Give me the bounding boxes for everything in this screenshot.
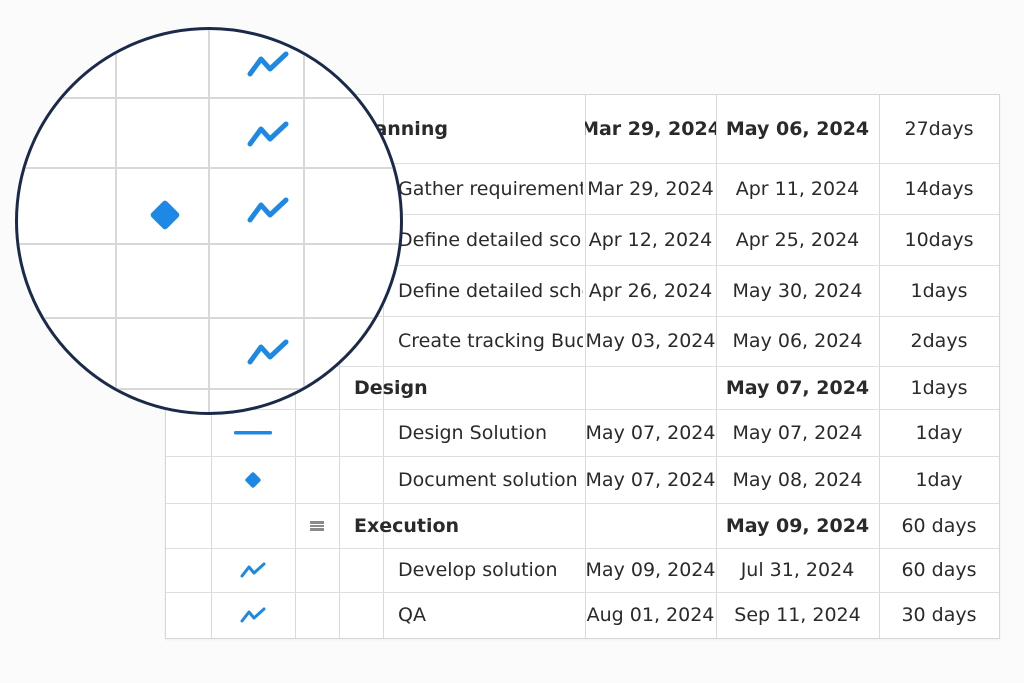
task-row[interactable]: Design Solution May 07, 2024 May 07, 2024 1… xyxy=(166,409,999,456)
row-divider xyxy=(166,214,999,215)
task-row[interactable]: Document solution May 07, 2024 May 08, 202… xyxy=(166,456,999,503)
zigzag-icon xyxy=(246,120,290,152)
start-date[interactable] xyxy=(585,366,716,409)
task-name[interactable]: Execution xyxy=(354,514,460,537)
task-name[interactable]: Create tracking Budget xyxy=(398,330,583,352)
duration[interactable]: 2days xyxy=(910,330,968,352)
start-date[interactable]: May 09, 2024 xyxy=(585,559,716,581)
row-divider xyxy=(166,163,999,164)
start-date[interactable]: May 07, 2024 xyxy=(585,468,716,491)
task-row[interactable]: Develop solution May 09, 2024 Jul 31, 2024… xyxy=(166,548,999,592)
finish-date[interactable]: May 07, 2024 xyxy=(732,421,863,444)
row-divider xyxy=(166,503,999,504)
start-date[interactable]: Apr 12, 2024 xyxy=(588,228,713,251)
lens-grid-line xyxy=(115,30,117,412)
zigzag-icon xyxy=(211,548,295,592)
task-row[interactable]: QA Aug 01, 2024 Sep 11, 2024 30 days xyxy=(166,592,999,638)
row-divider xyxy=(166,456,999,457)
finish-date[interactable]: Jul 31, 2024 xyxy=(740,559,855,581)
task-row[interactable]: Define detailed scopeApr 12, 2024 Apr 25,… xyxy=(166,214,999,265)
start-date[interactable] xyxy=(585,503,716,548)
duration[interactable]: 10days xyxy=(904,228,974,251)
zigzag-icon xyxy=(246,196,290,228)
duration[interactable]: 27days xyxy=(904,118,974,140)
finish-date[interactable]: Apr 11, 2024 xyxy=(735,177,860,200)
finish-date[interactable]: Apr 25, 2024 xyxy=(735,228,860,251)
lens-grid-line xyxy=(303,30,305,412)
summary-bar-icon xyxy=(295,503,339,548)
task-name[interactable]: Gather requirements xyxy=(398,177,583,200)
magnifier-lens xyxy=(15,27,403,415)
zigzag-icon xyxy=(246,50,290,82)
lens-grid-line xyxy=(18,167,400,169)
milestone-diamond-icon xyxy=(146,196,184,238)
task-name[interactable]: Document solution xyxy=(398,468,578,491)
task-row[interactable]: Gather requirements Mar 29, 2024 Apr 11, 2… xyxy=(166,163,999,214)
finish-date[interactable]: May 06, 2024 xyxy=(725,118,870,140)
duration[interactable]: 1day xyxy=(915,468,963,491)
summary-row[interactable]: Design May 07, 2024 1days xyxy=(166,366,999,409)
finish-date[interactable]: May 08, 2024 xyxy=(732,468,863,491)
row-divider xyxy=(166,548,999,549)
row-divider xyxy=(166,316,999,317)
row-divider xyxy=(166,366,999,367)
start-date[interactable]: Mar 29, 2024 xyxy=(587,177,714,200)
start-date[interactable]: Aug 01, 2024 xyxy=(586,604,715,626)
lens-grid-line xyxy=(18,243,400,245)
start-date[interactable]: May 03, 2024 xyxy=(585,330,716,352)
finish-date[interactable]: May 07, 2024 xyxy=(725,376,870,399)
zigzag-icon xyxy=(211,592,295,638)
lens-grid-line xyxy=(208,30,210,412)
finish-date[interactable]: Sep 11, 2024 xyxy=(734,604,861,626)
task-name[interactable]: Design Solution xyxy=(398,421,548,444)
dash-icon xyxy=(211,409,295,456)
milestone-diamond-icon xyxy=(211,456,295,503)
duration[interactable]: 30 days xyxy=(901,604,977,626)
duration[interactable]: 14days xyxy=(904,177,974,200)
finish-date[interactable]: May 06, 2024 xyxy=(732,330,863,352)
task-name[interactable]: Define detailed scope xyxy=(398,228,583,251)
start-date[interactable]: Mar 29, 2024 xyxy=(585,118,716,140)
lens-grid-line xyxy=(18,317,400,319)
start-date[interactable]: May 07, 2024 xyxy=(585,421,716,444)
task-name[interactable]: Develop solution xyxy=(398,559,558,581)
finish-date[interactable]: May 30, 2024 xyxy=(732,279,863,302)
lens-grid-line xyxy=(18,388,400,390)
task-name[interactable]: Design xyxy=(354,376,428,399)
summary-row[interactable]: Execution May 09, 2024 60 days xyxy=(166,503,999,548)
task-name[interactable]: QA xyxy=(398,604,426,626)
task-row[interactable]: Create tracking BudgetMay 03, 2024 May 06… xyxy=(166,316,999,366)
summary-row[interactable]: Planning Mar 29, 2024 May 06, 2024 27days xyxy=(166,95,999,163)
duration[interactable]: 1days xyxy=(910,376,968,399)
duration[interactable]: 1day xyxy=(915,421,963,444)
task-name[interactable]: Define detailed schedule xyxy=(398,279,583,302)
zigzag-icon xyxy=(246,338,290,370)
lens-grid-line xyxy=(18,97,400,99)
row-divider xyxy=(166,265,999,266)
row-divider xyxy=(166,592,999,593)
duration[interactable]: 1days xyxy=(910,279,968,302)
row-divider xyxy=(166,409,999,410)
start-date[interactable]: Apr 26, 2024 xyxy=(588,279,713,302)
duration[interactable]: 60 days xyxy=(901,559,977,581)
task-row[interactable]: Define detailed scheduleApr 26, 2024 May … xyxy=(166,265,999,316)
finish-date[interactable]: May 09, 2024 xyxy=(725,514,870,537)
duration[interactable]: 60 days xyxy=(901,514,977,537)
